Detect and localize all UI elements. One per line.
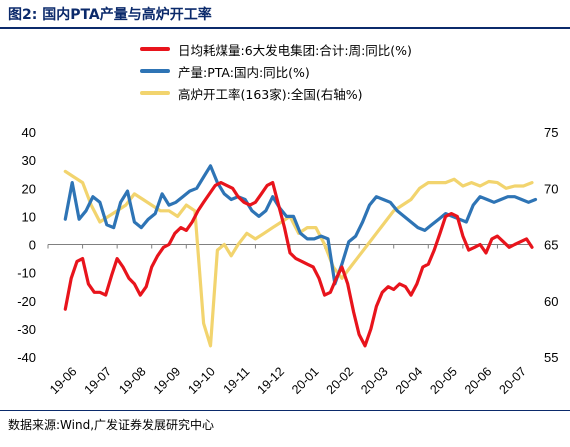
y-left-tick-label: 0 bbox=[29, 238, 36, 253]
y-right-tick-label: 75 bbox=[544, 125, 558, 140]
x-tick-label: 19-08 bbox=[116, 364, 149, 397]
figure-title: 图2: 国内PTA产量与高炉开工率 bbox=[8, 7, 212, 23]
y-left-tick-label: -10 bbox=[17, 266, 36, 281]
x-tick-label: 20-01 bbox=[289, 364, 322, 397]
y-right-tick-label: 70 bbox=[544, 181, 558, 196]
x-tick-label: 19-11 bbox=[221, 364, 253, 396]
x-tick-label: 19-12 bbox=[255, 364, 288, 397]
legend-swatch-pta bbox=[140, 69, 170, 73]
x-tick-label: 20-02 bbox=[324, 364, 357, 397]
legend-swatch-blast-furnace bbox=[140, 91, 170, 95]
y-left-tick-label: -30 bbox=[17, 322, 36, 337]
y-left-tick-label: 40 bbox=[22, 125, 36, 140]
x-tick-label: 20-03 bbox=[358, 364, 391, 397]
source-divider bbox=[0, 410, 570, 411]
y-right-tick-label: 65 bbox=[544, 238, 558, 253]
legend-label-coal: 日均耗煤量:6大发电集团:合计:周:同比(%) bbox=[178, 43, 412, 58]
series-line-coal bbox=[63, 181, 534, 348]
y-left-tick-label: -40 bbox=[17, 350, 36, 365]
legend-label-pta: 产量:PTA:国内:同比(%) bbox=[178, 65, 310, 80]
x-tick-label: 20-07 bbox=[497, 364, 530, 397]
title-divider bbox=[0, 27, 570, 29]
source-note: 数据来源:Wind,广发证券发展研究中心 bbox=[8, 418, 215, 432]
y-left-tick-label: 10 bbox=[22, 209, 36, 224]
x-tick-label: 19-09 bbox=[151, 364, 184, 397]
y-left-tick-label: -20 bbox=[17, 294, 36, 309]
x-tick-label: 20-06 bbox=[462, 364, 495, 397]
x-tick-label: 20-05 bbox=[427, 364, 460, 397]
y-left-tick-label: 30 bbox=[22, 153, 36, 168]
series-line-blast-furnace bbox=[63, 169, 534, 348]
x-tick-label: 19-10 bbox=[185, 364, 218, 397]
x-tick-label: 19-06 bbox=[47, 364, 80, 397]
legend-swatch-coal bbox=[140, 47, 170, 51]
y-left-tick-label: 20 bbox=[22, 181, 36, 196]
y-right-tick-label: 60 bbox=[544, 294, 558, 309]
x-tick-label: 20-04 bbox=[393, 364, 426, 397]
x-tick-label: 19-07 bbox=[82, 364, 115, 397]
legend-label-blast-furnace: 高炉开工率(163家):全国(右轴%) bbox=[178, 87, 363, 102]
y-right-tick-label: 55 bbox=[544, 350, 558, 365]
